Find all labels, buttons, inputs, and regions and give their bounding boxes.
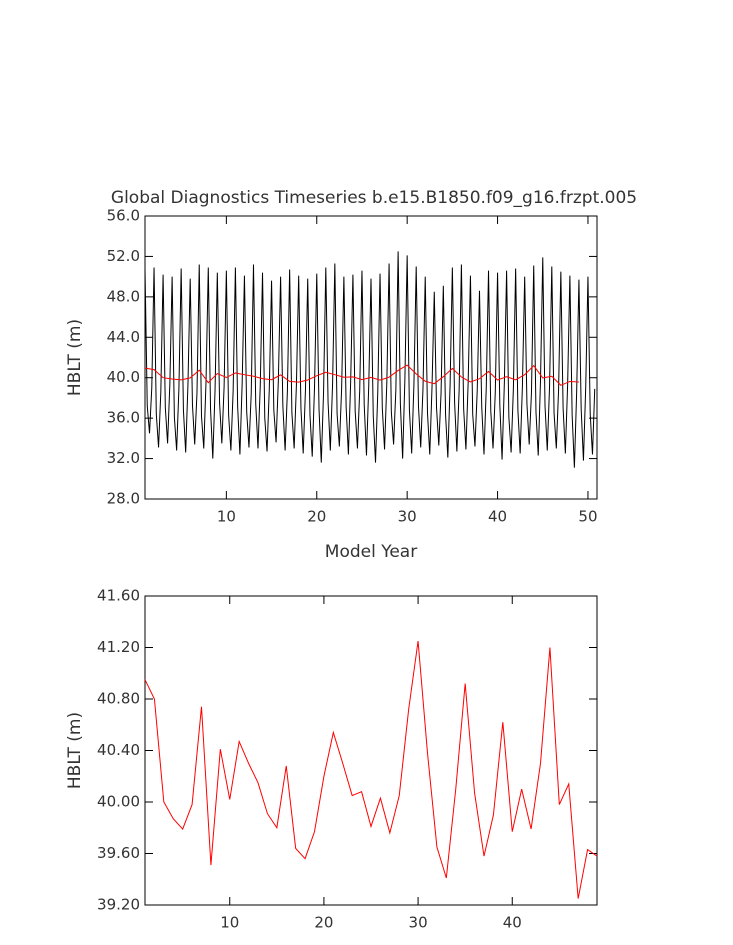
y-tick-label: 28.0: [107, 490, 140, 508]
plot-frame: [144, 595, 598, 906]
x-axis-label: Model Year: [325, 542, 417, 562]
y-tick-label: 44.0: [107, 328, 140, 346]
y-tick-label: 40.00: [97, 793, 140, 811]
y-tick-label: 52.0: [107, 247, 140, 265]
y-tick-label: 41.20: [97, 638, 140, 656]
plot-frame: [144, 215, 598, 500]
y-tick-label: 40.80: [97, 690, 140, 708]
x-tick-label: 20: [314, 914, 333, 932]
y-tick-label: 40.0: [107, 368, 140, 386]
chart-title: Global Diagnostics Timeseries b.e15.B185…: [111, 188, 637, 208]
y-tick-label: 39.60: [97, 844, 140, 862]
data-line: [144, 364, 579, 386]
x-tick-label: 30: [409, 914, 428, 932]
x-tick-label: 50: [578, 508, 597, 526]
y-tick-label: 36.0: [107, 409, 140, 427]
x-tick-label: 30: [398, 508, 417, 526]
y-tick-label: 56.0: [107, 207, 140, 225]
x-tick-label: 40: [503, 914, 522, 932]
y-tick-label: 40.40: [97, 741, 140, 759]
y-axis-label: HBLT (m): [65, 712, 85, 789]
x-tick-label: 10: [220, 914, 239, 932]
x-tick-label: 40: [488, 508, 507, 526]
data-line: [144, 640, 598, 899]
y-tick-label: 41.60: [97, 587, 140, 605]
y-tick-label: 48.0: [107, 287, 140, 305]
data-line: [144, 251, 596, 468]
y-axis-label: HBLT (m): [65, 319, 85, 396]
y-tick-label: 39.20: [97, 896, 140, 914]
x-tick-label: 20: [307, 508, 326, 526]
y-tick-label: 32.0: [107, 449, 140, 467]
x-tick-label: 10: [217, 508, 236, 526]
